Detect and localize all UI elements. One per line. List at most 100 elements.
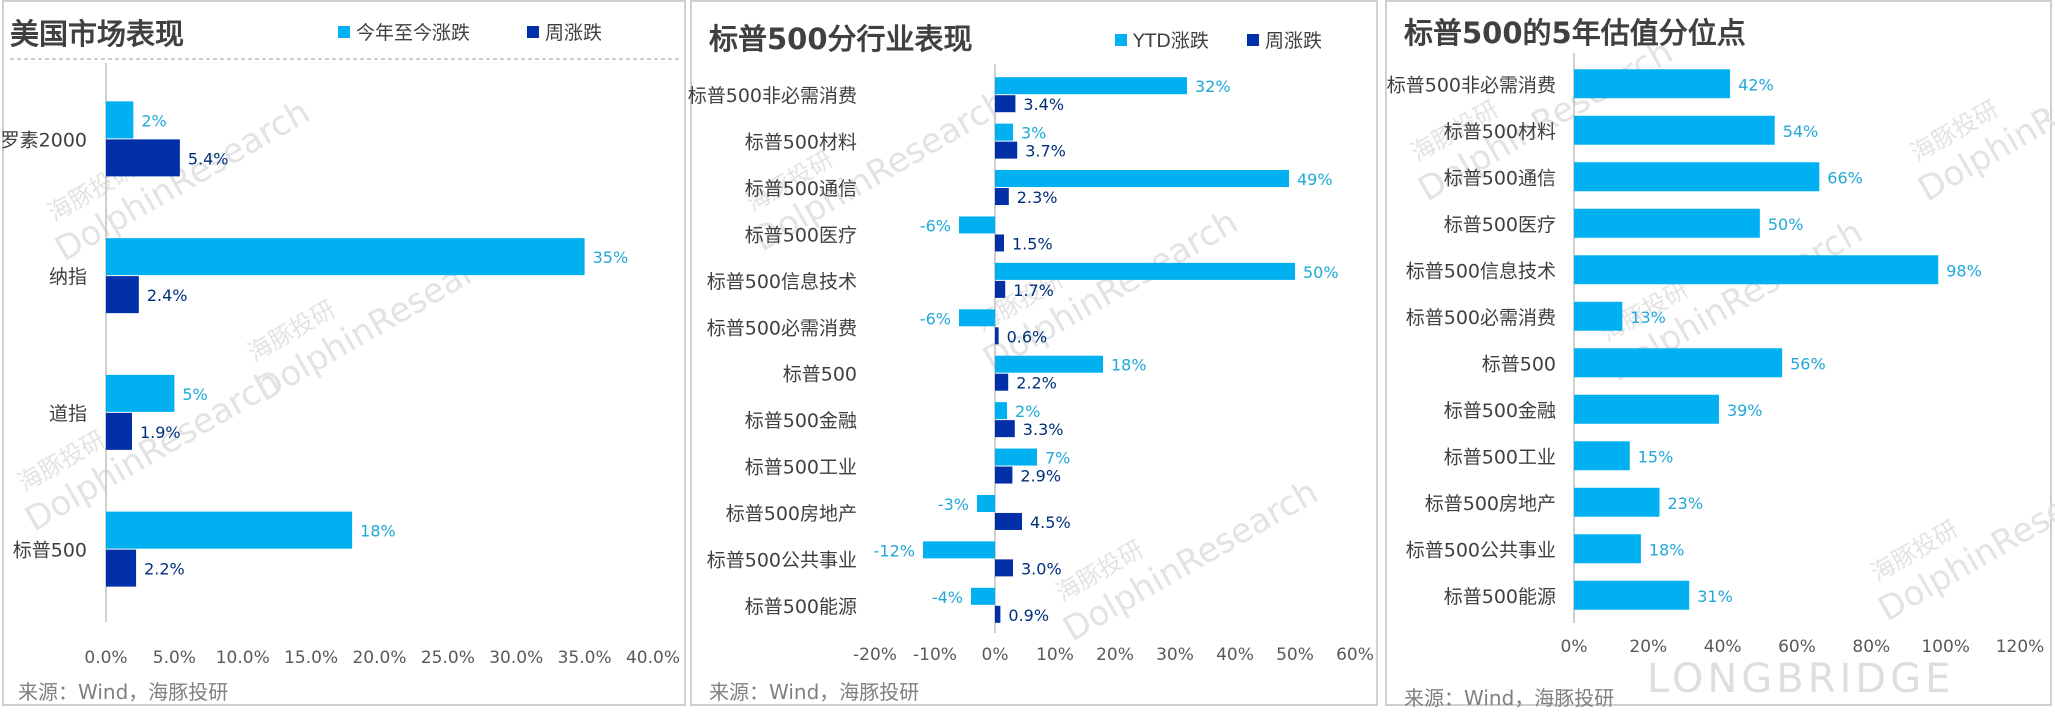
bar	[1574, 301, 1623, 331]
category-label: 标普500材料	[1444, 121, 1556, 143]
bar	[106, 139, 180, 177]
data-label: 50%	[1768, 215, 1804, 234]
bar	[959, 216, 995, 234]
category-label: 标普500必需消费	[707, 317, 857, 339]
data-label: 2.4%	[147, 286, 188, 305]
category-label: 标普500必需消费	[1406, 307, 1556, 329]
bar	[995, 355, 1103, 373]
bar	[995, 77, 1187, 95]
data-label: 18%	[1111, 356, 1147, 375]
category-label: 标普500能源	[1444, 586, 1556, 608]
x-tick-label: 30%	[1156, 645, 1194, 665]
chart-title: 美国市场表现	[10, 17, 184, 51]
bar	[106, 374, 175, 412]
x-tick-label: 120%	[1996, 637, 2045, 657]
data-label: 35%	[593, 248, 629, 267]
x-tick-label: 40%	[1704, 637, 1742, 657]
chart-panel-sp500-valuation: DolphinResearch 海豚投研 DolphinResearch 海豚投研 Do…	[1385, 0, 2055, 710]
data-label: 2.3%	[1017, 188, 1058, 207]
data-label: 5.4%	[188, 149, 229, 168]
category-label: 纳指	[49, 266, 87, 288]
data-label: 3.7%	[1025, 142, 1066, 161]
data-label: 3%	[1021, 124, 1046, 143]
category-label: 标普500信息技术	[707, 271, 857, 293]
category-label: 标普500医疗	[745, 224, 857, 246]
x-tick-label: 60%	[1778, 637, 1816, 657]
x-tick-label: 40%	[1216, 645, 1254, 665]
data-label: 4.5%	[1030, 513, 1071, 532]
legend-entry: 周涨跌	[1265, 30, 1322, 52]
data-label: 1.9%	[140, 423, 181, 442]
data-label: 56%	[1790, 354, 1826, 373]
data-label: 1.7%	[1013, 281, 1054, 300]
bar	[1574, 441, 1630, 471]
bar	[106, 511, 353, 549]
bar	[995, 327, 999, 345]
category-label: 标普500材料	[745, 132, 857, 154]
data-label: 18%	[360, 522, 396, 541]
x-tick-label: 20%	[1629, 637, 1667, 657]
bar	[106, 101, 134, 139]
chart-panel-us-market: DolphinResearch 海豚投研 DolphinResearch 海豚投研 Do…	[1, 0, 686, 706]
bar	[995, 234, 1004, 252]
data-label: 23%	[1667, 494, 1703, 513]
category-label: 标普500	[13, 540, 87, 562]
category-label: 标普500通信	[1444, 167, 1556, 189]
bar	[106, 276, 139, 314]
category-label: 标普500信息技术	[1406, 260, 1556, 282]
data-label: -6%	[920, 309, 951, 328]
category-label: 标普500公共事业	[707, 549, 857, 571]
bar	[995, 448, 1037, 466]
chart-panel-sp500-sectors: DolphinResearch 海豚投研 DolphinResearch 海豚投研 Do…	[688, 0, 1378, 706]
bar	[995, 280, 1006, 298]
x-tick-label: 50%	[1276, 645, 1314, 665]
x-tick-label: 0%	[1561, 637, 1588, 657]
category-label: 标普500房地产	[1425, 493, 1556, 515]
x-tick-label: 100%	[1921, 637, 1970, 657]
x-tick-label: 5.0%	[153, 648, 196, 668]
data-label: 7%	[1045, 449, 1070, 468]
data-label: 32%	[1195, 77, 1231, 96]
legend-entry: 周涨跌	[545, 22, 602, 44]
bar	[1574, 394, 1719, 424]
bar	[106, 238, 585, 276]
bar	[995, 420, 1015, 438]
x-tick-label: 15.0%	[284, 648, 338, 668]
chart-sp500-valuation: DolphinResearch海豚投研DolphinResearch海豚投研Do…	[1387, 16, 2055, 710]
x-tick-label: 40.0%	[626, 648, 680, 668]
data-label: 42%	[1738, 75, 1774, 94]
data-label: 3.4%	[1023, 95, 1064, 114]
x-tick-label: 10%	[1036, 645, 1074, 665]
data-label: -4%	[932, 588, 963, 607]
category-label: 标普500	[1482, 353, 1556, 375]
bar	[959, 309, 995, 327]
category-label: 标普500医疗	[1444, 214, 1556, 236]
category-label: 标普500能源	[745, 596, 857, 618]
bar	[106, 412, 132, 450]
data-label: 2.2%	[1016, 374, 1057, 393]
data-label: 98%	[1946, 261, 1982, 280]
data-label: 54%	[1783, 122, 1819, 141]
data-label: 0.6%	[1007, 327, 1048, 346]
bar	[923, 541, 995, 559]
bar	[1574, 69, 1731, 99]
bar	[1574, 580, 1690, 610]
bar	[995, 466, 1013, 484]
data-label: 5%	[182, 385, 207, 404]
x-tick-label: 0.0%	[84, 648, 127, 668]
data-label: 3.0%	[1021, 559, 1062, 578]
data-label: -12%	[874, 541, 915, 560]
data-label: 2%	[1015, 402, 1040, 421]
category-label: 标普500非必需消费	[1387, 74, 1556, 96]
data-label: 0.9%	[1008, 606, 1049, 625]
data-label: 2.2%	[144, 560, 185, 579]
legend-swatch	[527, 26, 539, 38]
bar	[995, 402, 1007, 420]
data-label: 13%	[1630, 308, 1666, 327]
bar	[995, 123, 1013, 141]
x-tick-label: 25.0%	[421, 648, 475, 668]
source-note: 来源：Wind，海豚投研	[1404, 686, 1614, 710]
data-label: 3.3%	[1023, 420, 1064, 439]
data-label: -6%	[920, 216, 951, 235]
category-label: 标普500金融	[1444, 400, 1556, 422]
